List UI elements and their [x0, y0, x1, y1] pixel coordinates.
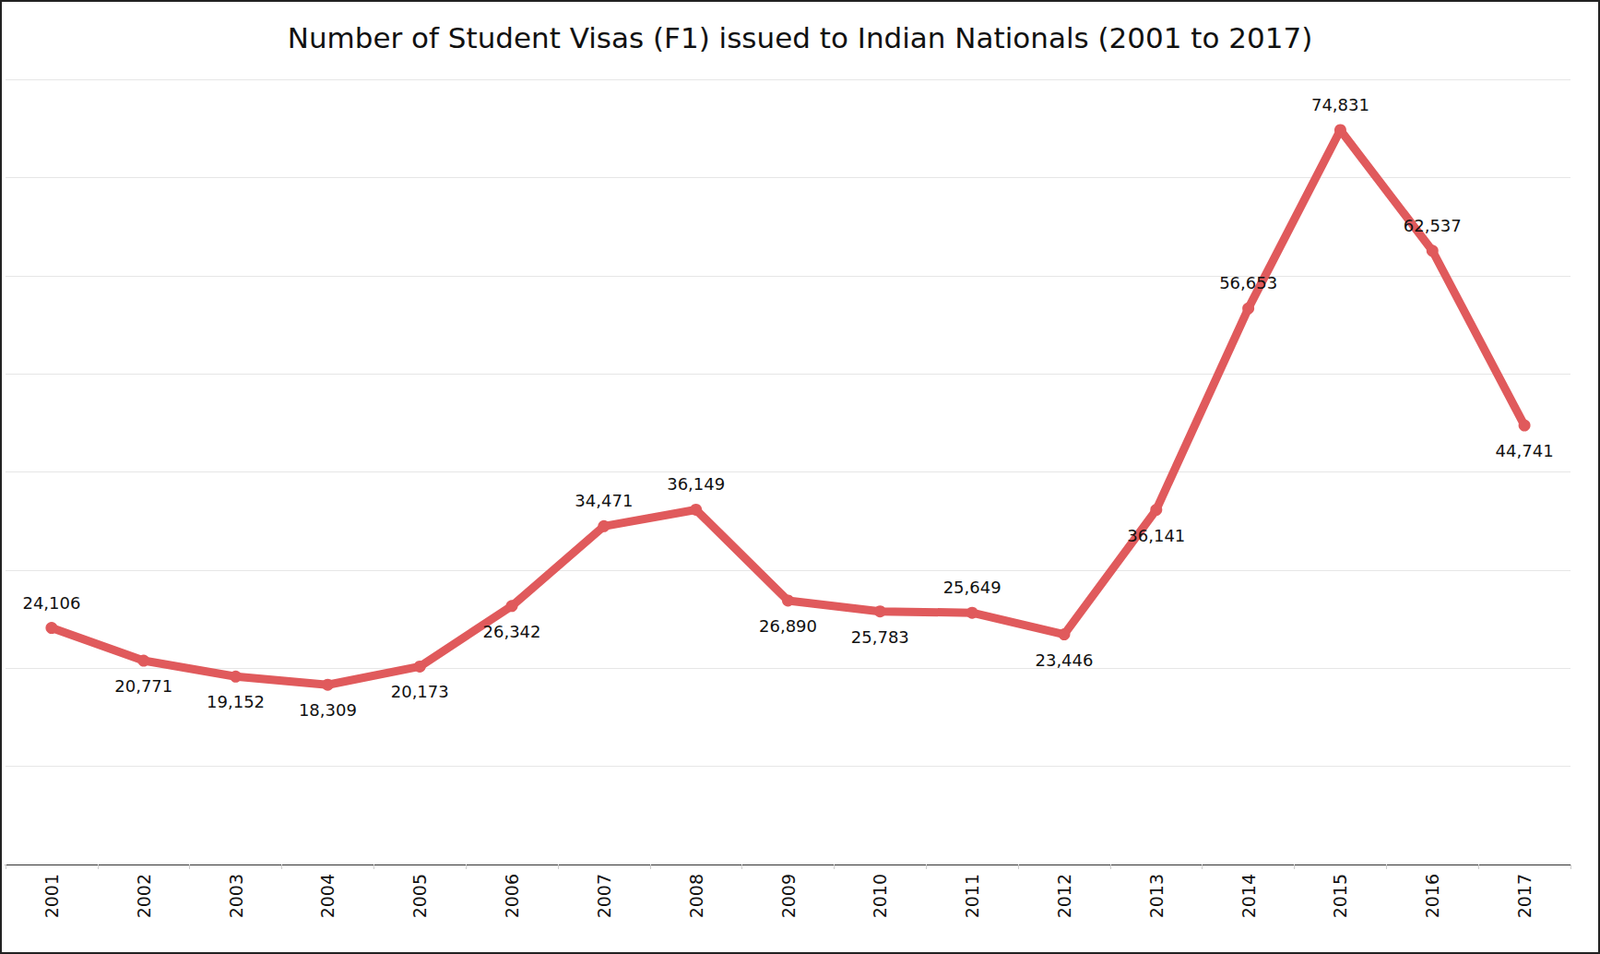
- svg-text:20,771: 20,771: [114, 675, 173, 696]
- svg-text:2014: 2014: [1238, 873, 1259, 918]
- svg-text:36,149: 36,149: [666, 474, 725, 494]
- svg-text:62,537: 62,537: [1403, 215, 1462, 236]
- svg-text:2017: 2017: [1514, 873, 1535, 918]
- svg-text:36,141: 36,141: [1126, 525, 1186, 546]
- svg-text:74,831: 74,831: [1311, 94, 1370, 115]
- svg-text:2011: 2011: [961, 873, 983, 918]
- svg-text:2003: 2003: [225, 873, 247, 918]
- svg-text:2005: 2005: [409, 873, 430, 918]
- svg-text:2012: 2012: [1054, 873, 1075, 918]
- svg-text:2007: 2007: [593, 873, 615, 918]
- svg-text:26,342: 26,342: [483, 621, 542, 641]
- svg-text:19,152: 19,152: [206, 691, 265, 712]
- svg-text:24,106: 24,106: [22, 592, 81, 613]
- svg-text:56,653: 56,653: [1219, 272, 1278, 293]
- svg-text:26,890: 26,890: [758, 616, 818, 636]
- svg-text:2006: 2006: [501, 873, 522, 918]
- svg-text:44,741: 44,741: [1495, 440, 1554, 461]
- svg-text:25,783: 25,783: [851, 627, 910, 647]
- svg-text:2004: 2004: [317, 873, 338, 918]
- svg-text:20,173: 20,173: [391, 681, 450, 701]
- svg-text:2016: 2016: [1422, 873, 1443, 918]
- svg-text:2008: 2008: [686, 873, 707, 918]
- svg-text:23,446: 23,446: [1034, 650, 1093, 670]
- svg-text:2009: 2009: [778, 873, 799, 918]
- svg-text:Number of Student Visas (F1) i: Number of Student Visas (F1) issued to I…: [287, 21, 1314, 55]
- svg-text:25,649: 25,649: [943, 577, 1002, 597]
- svg-text:2010: 2010: [869, 873, 890, 918]
- svg-text:18,309: 18,309: [298, 699, 357, 720]
- svg-text:2015: 2015: [1329, 873, 1351, 918]
- svg-text:2013: 2013: [1146, 873, 1167, 918]
- svg-text:34,471: 34,471: [574, 490, 633, 510]
- svg-text:2001: 2001: [41, 873, 62, 918]
- svg-text:2002: 2002: [133, 873, 155, 918]
